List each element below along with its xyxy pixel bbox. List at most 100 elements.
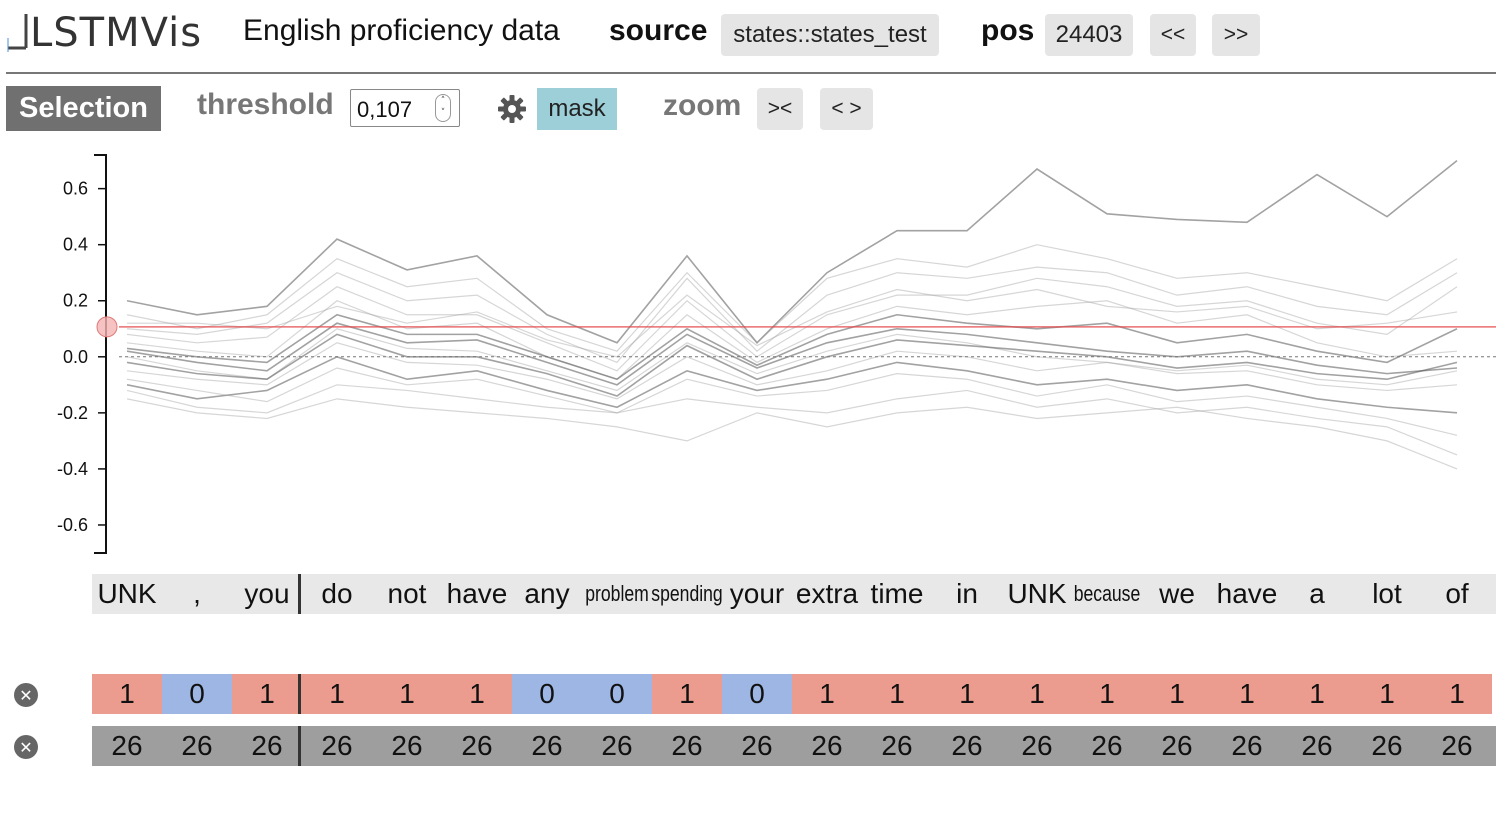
hidden-state-chart: 0.6 0.4 0.2 0.0 -0.2 -0.4 -0.6 xyxy=(57,154,1496,554)
word-cell[interactable]: your xyxy=(729,578,785,609)
word-cell[interactable]: problem xyxy=(585,581,649,606)
count-cell: 26 xyxy=(881,730,913,761)
position-divider xyxy=(298,674,301,714)
series-line xyxy=(126,159,1458,344)
word-cell[interactable]: of xyxy=(1445,578,1469,609)
count-cell: 26 xyxy=(1371,730,1403,761)
selection-badge: Selection xyxy=(6,86,161,131)
selection-cell: 1 xyxy=(1142,674,1212,714)
pos-value[interactable]: 24403 xyxy=(1045,14,1133,56)
previous-position-button[interactable]: << xyxy=(1150,14,1196,56)
word-cell[interactable]: a xyxy=(1309,578,1325,609)
count-cell: 26 xyxy=(531,730,563,761)
count-cell: 26 xyxy=(1091,730,1123,761)
word-cell[interactable]: have xyxy=(446,578,508,609)
series-layer xyxy=(126,159,1458,470)
header-divider xyxy=(6,72,1496,74)
series-line xyxy=(126,398,1458,470)
count-cell: 26 xyxy=(391,730,423,761)
threshold-handle[interactable] xyxy=(96,316,118,338)
word-cell[interactable]: lot xyxy=(1372,578,1402,609)
word-row: UNK, you do not have any problem spending your ex… xyxy=(92,574,1496,614)
count-cell: 26 xyxy=(1441,730,1473,761)
count-cell: 26 xyxy=(671,730,703,761)
selection-cell: 1 xyxy=(232,674,302,714)
count-cell: 26 xyxy=(111,730,143,761)
word-cell[interactable]: spending xyxy=(651,581,723,606)
source-label: source xyxy=(609,14,708,47)
count-cell: 26 xyxy=(811,730,843,761)
word-cell[interactable]: you xyxy=(244,578,290,609)
close-icon[interactable]: ✕ xyxy=(14,735,38,759)
selection-cell: 1 xyxy=(652,674,722,714)
count-cell: 26 xyxy=(1301,730,1333,761)
gear-icon[interactable] xyxy=(497,94,527,124)
app-title: English proficiency data xyxy=(243,14,560,47)
lstmvis-logo: LSTMVis xyxy=(7,10,202,56)
count-cell: 26 xyxy=(601,730,633,761)
threshold-stepper[interactable]: ˄ ˅ xyxy=(435,94,451,122)
selection-cell: 1 xyxy=(92,674,162,714)
count-cell: 26 xyxy=(251,730,283,761)
reference-layer xyxy=(96,316,1496,358)
selection-cell: 0 xyxy=(582,674,652,714)
y-tick-label: -0.2 xyxy=(57,403,88,423)
series-line xyxy=(126,300,1458,380)
series-line xyxy=(126,322,1458,386)
count-cell: 26 xyxy=(1161,730,1193,761)
selection-cell: 0 xyxy=(722,674,792,714)
word-cell[interactable]: have xyxy=(1216,578,1278,609)
word-cell[interactable]: UNK xyxy=(1007,578,1067,609)
y-axis-line xyxy=(94,154,107,554)
selection-cell: 1 xyxy=(862,674,932,714)
close-icon[interactable]: ✕ xyxy=(14,683,38,707)
word-cell[interactable]: extra xyxy=(795,578,859,609)
selection-cell: 1 xyxy=(1282,674,1352,714)
y-tick-label: 0.0 xyxy=(63,347,88,367)
count-cell: 26 xyxy=(1231,730,1263,761)
word-cell[interactable]: in xyxy=(956,578,978,609)
selection-cell: 1 xyxy=(1072,674,1142,714)
word-cell[interactable]: , xyxy=(193,578,201,609)
selection-cell: 1 xyxy=(302,674,372,714)
y-tick-label: 0.4 xyxy=(63,235,88,255)
series-line xyxy=(126,277,1458,372)
count-cell: 26 xyxy=(181,730,213,761)
y-tick-label: -0.6 xyxy=(57,515,88,535)
y-axis: 0.6 0.4 0.2 0.0 -0.2 -0.4 -0.6 xyxy=(57,154,107,554)
series-line xyxy=(126,333,1458,397)
selection-cell: 1 xyxy=(1002,674,1072,714)
mask-button[interactable]: mask xyxy=(537,88,617,130)
count-cell: 26 xyxy=(1021,730,1053,761)
word-cell[interactable]: any xyxy=(524,578,570,609)
count-cell: 26 xyxy=(321,730,353,761)
series-line xyxy=(126,328,1458,392)
zoom-label: zoom xyxy=(663,89,742,122)
source-selector[interactable]: states::states_test xyxy=(721,14,939,56)
svg-text:LSTMVis: LSTMVis xyxy=(30,10,202,56)
selection-cell: 0 xyxy=(512,674,582,714)
word-cell[interactable]: time xyxy=(870,578,924,609)
selection-cell: 1 xyxy=(1422,674,1492,714)
threshold-input[interactable]: 0,107 ˄ ˅ xyxy=(350,89,460,127)
word-cell[interactable]: not xyxy=(387,578,427,609)
selection-cell: 0 xyxy=(162,674,232,714)
word-cell[interactable]: we xyxy=(1159,578,1195,609)
zoom-out-button[interactable]: < > xyxy=(820,88,873,130)
series-line xyxy=(126,355,1458,414)
zoom-in-button[interactable]: >< xyxy=(757,88,803,130)
word-cell[interactable]: because xyxy=(1073,581,1141,606)
series-line xyxy=(126,367,1458,436)
next-position-button[interactable]: >> xyxy=(1212,14,1260,56)
threshold-label: threshold xyxy=(197,88,334,121)
series-line xyxy=(126,244,1458,352)
selection-cell: 1 xyxy=(442,674,512,714)
selection-cell: 1 xyxy=(1352,674,1422,714)
y-tick-label: 0.6 xyxy=(63,179,88,199)
word-cell[interactable]: UNK xyxy=(97,578,157,609)
series-line xyxy=(126,266,1458,364)
position-divider xyxy=(298,726,301,766)
count-cell: 26 xyxy=(951,730,983,761)
word-cell[interactable]: do xyxy=(321,578,353,609)
